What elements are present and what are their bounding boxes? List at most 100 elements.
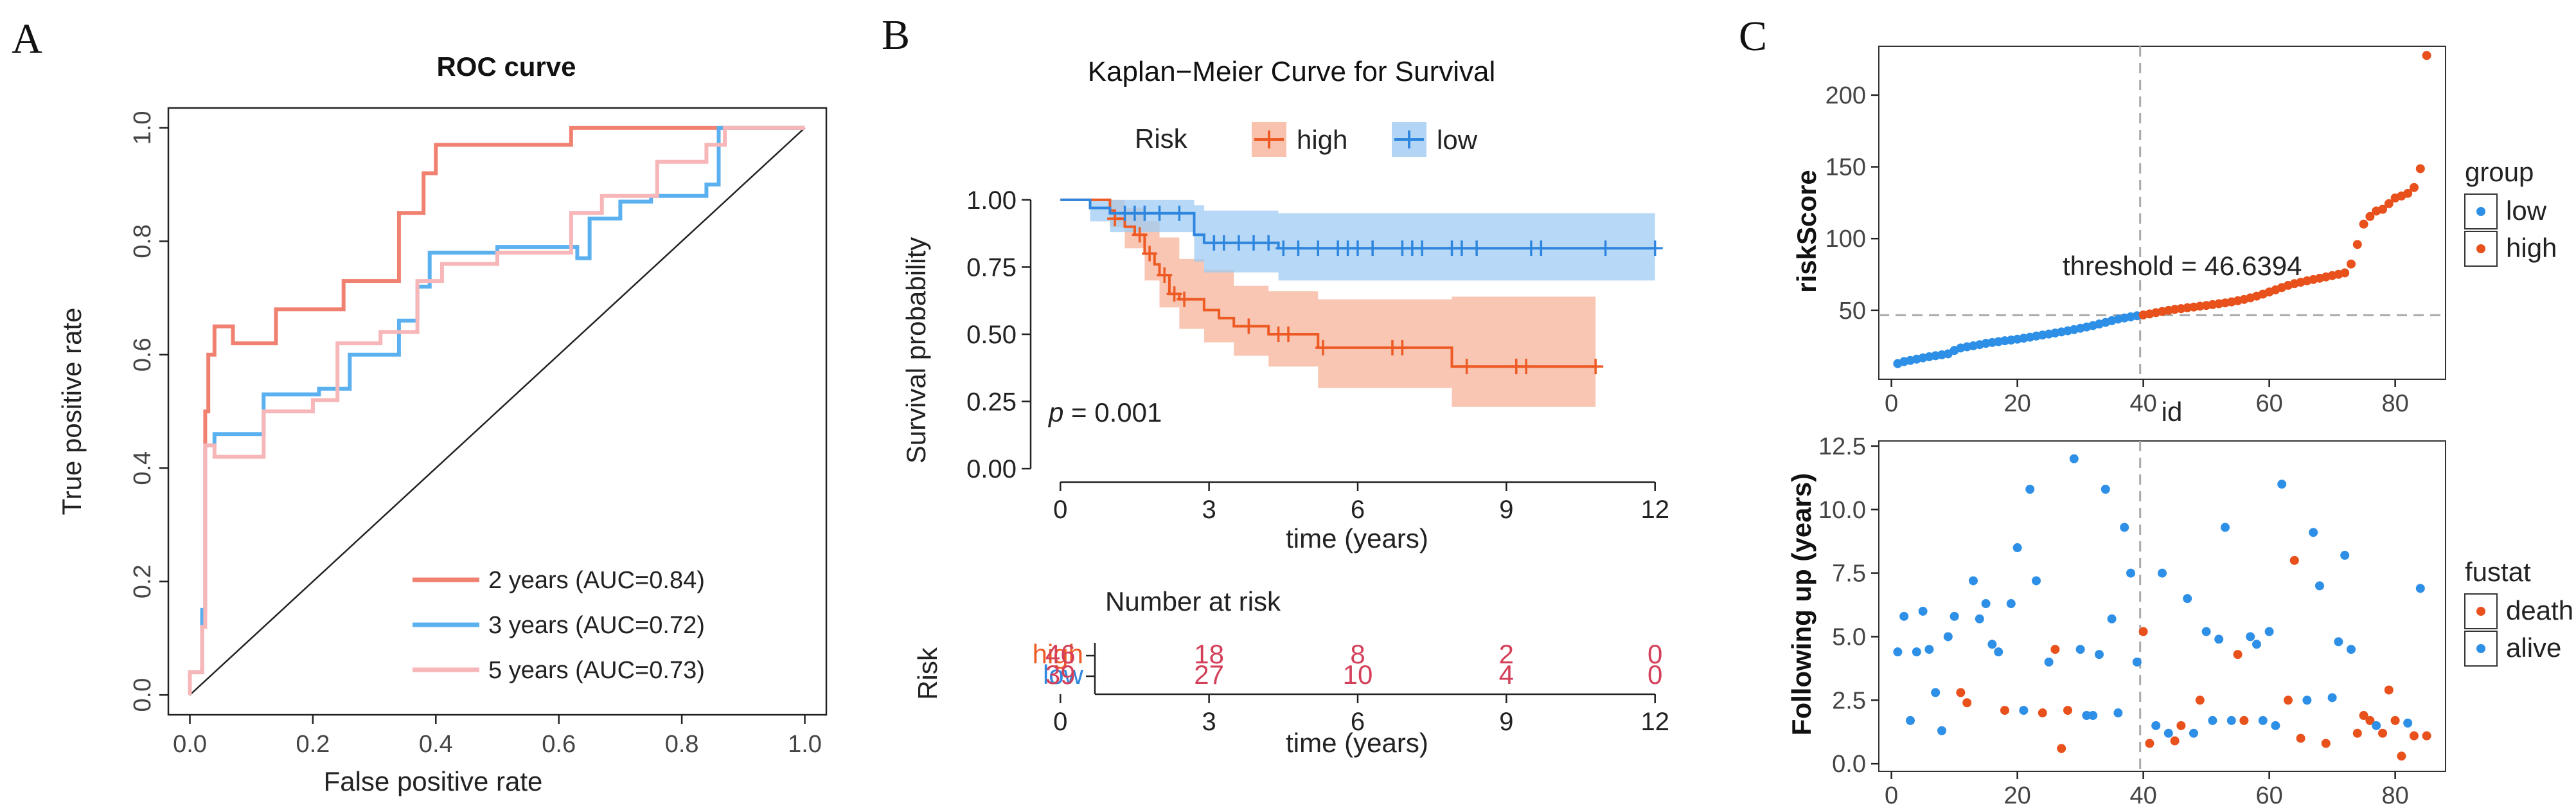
followup-point-death — [2359, 711, 2368, 721]
km-censor-mark-low — [1310, 240, 1326, 256]
riskscore-point — [2410, 183, 2419, 192]
km-xtick-label: 0 — [1053, 496, 1067, 524]
followup-point-alive — [2264, 627, 2274, 636]
roc-xtick-label: 0.8 — [665, 731, 699, 758]
km-censor-mark-low — [1533, 240, 1549, 256]
followup-xtick-label: 60 — [2255, 782, 2282, 808]
km-xlabel: time (years) — [1286, 523, 1428, 553]
risk-table-count: 2 — [1499, 639, 1514, 669]
followup-point-death — [2378, 728, 2387, 738]
km-pvalue-text: = 0.001 — [1063, 397, 1162, 427]
risk-table-count: 18 — [1194, 639, 1224, 669]
followup-point-alive — [2069, 454, 2079, 463]
km-xtick-label: 6 — [1351, 496, 1365, 524]
roc-xtick-label: 0.0 — [173, 731, 207, 758]
followup-point-alive — [2315, 581, 2324, 591]
followup-point-alive — [2302, 696, 2312, 705]
followup-point-alive — [2032, 576, 2041, 586]
followup-point-alive — [1937, 726, 1946, 735]
followup-point-death — [2365, 715, 2375, 725]
followup-point-alive — [2246, 632, 2255, 642]
km-ytick-label: 0.75 — [966, 253, 1017, 282]
followup-point-alive — [1950, 611, 1959, 621]
km-legend: Risk high low — [1135, 122, 1478, 157]
followup-ytick-label: 7.5 — [1832, 561, 1866, 588]
followup-point-death — [2038, 708, 2047, 718]
followup-ylabel: Following up (years) — [1786, 473, 1817, 735]
km-censor-mark-low — [1230, 235, 1247, 251]
risk-table-count: 0 — [1648, 639, 1662, 669]
riskscore-point — [2403, 188, 2413, 198]
roc-ytick-label: 0.8 — [129, 224, 156, 258]
fustat-legend-label: alive — [2506, 633, 2561, 663]
followup-point-alive — [2082, 711, 2092, 721]
km-censor-mark-low — [1453, 240, 1470, 256]
followup-point-alive — [2221, 523, 2230, 532]
roc-xtick-label: 1.0 — [788, 731, 822, 758]
km-censor-mark-low — [1171, 205, 1187, 221]
km-ytick-label: 0.25 — [966, 388, 1017, 417]
riskscore-ylabel: riskScore — [1791, 170, 1822, 292]
followup-point-alive — [1893, 647, 1903, 657]
km-legend-swatch-mark — [1254, 130, 1284, 148]
followup-point-alive — [2158, 568, 2167, 578]
riskscore-point — [2340, 268, 2350, 278]
followup-xtick-label: 0 — [1885, 782, 1898, 808]
followup-point-alive — [2019, 706, 2029, 715]
km-censor-mark-low — [1469, 240, 1485, 256]
km-censor-mark-high — [1166, 286, 1182, 302]
km-censor-mark-low — [1216, 235, 1232, 251]
followup-point-alive — [1981, 599, 1991, 609]
followup-point-alive — [2088, 711, 2098, 721]
riskscore-ytick-label: 150 — [1825, 154, 1866, 181]
followup-point-death — [2352, 728, 2362, 738]
followup-point-alive — [2271, 721, 2280, 730]
risk-table-count: 4 — [1499, 660, 1514, 690]
followup-point-alive — [1975, 614, 1984, 624]
km-pvalue-symbol: p — [1047, 397, 1063, 427]
followup-point-alive — [2183, 594, 2192, 604]
group-legend-title: group — [2465, 157, 2534, 187]
km-ci-band-low — [1060, 199, 1655, 281]
followup-point-alive — [2044, 657, 2054, 667]
followup-point-alive — [1994, 647, 2003, 657]
followup-point-death — [2195, 696, 2205, 705]
riskscore-ytick-label: 50 — [1839, 298, 1866, 325]
followup-point-alive — [2334, 637, 2343, 647]
km-censor-mark-high — [1588, 359, 1604, 375]
followup-point-alive — [1943, 632, 1953, 642]
km-xtick-label: 12 — [1640, 496, 1669, 524]
followup-point-death — [2321, 739, 2331, 748]
riskscore-point — [2359, 219, 2368, 229]
followup-point-alive — [1899, 611, 1909, 621]
followup-ytick-label: 2.5 — [1832, 687, 1866, 714]
followup-point-death — [2397, 751, 2406, 761]
followup-point-death — [2138, 627, 2148, 636]
km-censor-mark-low — [1290, 240, 1306, 256]
followup-point-alive — [1987, 640, 1997, 649]
riskscore-point — [2415, 164, 2425, 174]
followup-point-alive — [2120, 523, 2129, 532]
risk-table-row-label: high — [1033, 639, 1083, 669]
fustat-legend-dot — [2476, 644, 2485, 653]
risk-table-count: 39 — [1045, 660, 1076, 690]
roc-series-line-5yr — [188, 125, 805, 696]
roc-xtick-label: 0.4 — [419, 731, 453, 758]
km-title: Kaplan−Meier Curve for Survival — [1088, 56, 1496, 87]
risk-table-count: 0 — [1648, 660, 1662, 690]
roc-legend-label: 5 years (AUC=0.73) — [488, 657, 705, 684]
fustat-legend: fustat death alive — [2464, 557, 2573, 667]
riskscore-threshold-label: threshold = 46.6394 — [2063, 251, 2302, 281]
followup-point-death — [2239, 715, 2249, 725]
followup-point-alive — [1931, 688, 1941, 697]
panel-label-b: B — [882, 12, 910, 58]
km-pvalue: p = 0.001 — [1047, 397, 1162, 427]
followup-point-death — [2063, 706, 2072, 715]
km-censor-mark-high — [1394, 339, 1410, 355]
risk-table-row-label: low — [1043, 660, 1084, 690]
followup-point-death — [2390, 715, 2400, 725]
km-censor-mark-low — [1647, 240, 1663, 256]
roc-ytick-label: 0.0 — [129, 678, 156, 712]
roc-legend-label: 3 years (AUC=0.72) — [488, 612, 705, 639]
followup-point-death — [2422, 731, 2431, 741]
